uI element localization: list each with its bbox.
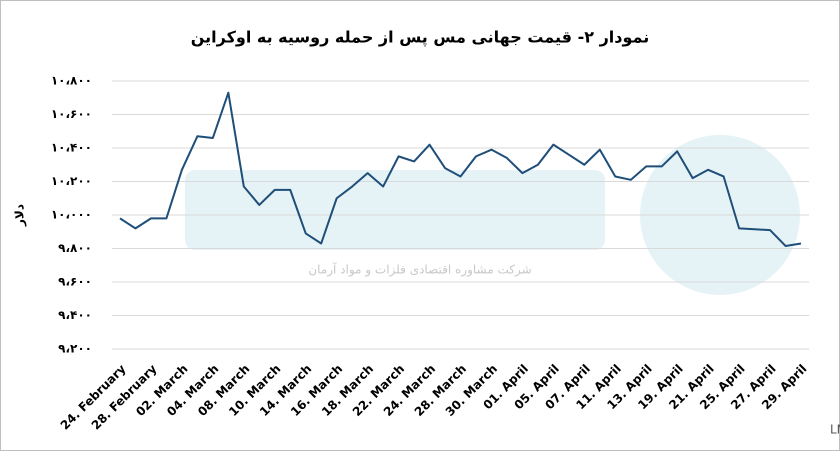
y-axis-label: دلار [13, 204, 27, 227]
y-tick-label: ۹،۴۰۰ [58, 308, 92, 322]
y-tick-label: ۱۰،۰۰۰ [51, 208, 92, 222]
y-tick-label: ۹،۲۰۰ [58, 342, 92, 356]
y-tick-label: ۱۰،۲۰۰ [51, 174, 92, 188]
y-tick-label: ۱۰،۸۰۰ [51, 74, 92, 88]
watermark-text: شرکت مشاوره اقتصادی فلزات و مواد آرمان [308, 262, 531, 278]
y-tick-label: ۹،۸۰۰ [58, 241, 92, 255]
y-tick-label: ۱۰،۴۰۰ [51, 141, 92, 155]
source: منبع: LME [830, 423, 840, 437]
y-tick-label: ۱۰،۶۰۰ [51, 107, 92, 121]
line-series [119, 91, 802, 247]
chart-title: نمودار ۲- قیمت جهانی مس پس از حمله روسیه… [191, 28, 650, 48]
y-tick-label: ۹،۶۰۰ [58, 275, 92, 289]
